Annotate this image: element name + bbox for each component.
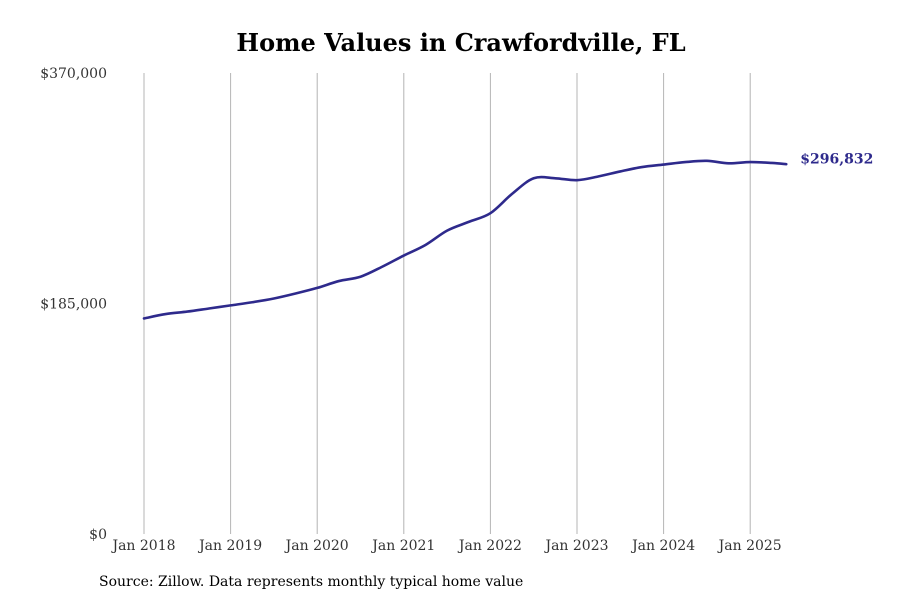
x-tick-label: Jan 2022	[457, 538, 522, 554]
y-axis-ticks: $0 $185,000 $370,000	[40, 66, 107, 543]
x-tick-label: Jan 2023	[543, 538, 608, 554]
y-tick-label: $370,000	[40, 66, 107, 82]
x-tick-label: Jan 2019	[197, 538, 262, 554]
grid-lines	[143, 73, 751, 534]
x-tick-label: Jan 2018	[110, 538, 175, 554]
source-note: Source: Zillow. Data represents monthly …	[99, 574, 524, 590]
series-line	[142, 159, 788, 320]
annotation-layer: $296,832	[800, 152, 873, 168]
x-tick-label: Jan 2021	[370, 538, 435, 554]
x-tick-label: Jan 2024	[630, 538, 695, 554]
x-tick-label: Jan 2025	[717, 538, 782, 554]
series-layer	[142, 159, 788, 320]
y-tick-label: $185,000	[40, 297, 107, 313]
y-tick-label: $0	[89, 527, 107, 543]
end-value-label: $296,832	[800, 152, 873, 168]
chart-title: Home Values in Crawfordville, FL	[236, 28, 686, 57]
x-tick-label: Jan 2020	[284, 538, 349, 554]
x-axis-ticks: Jan 2018 Jan 2019 Jan 2020 Jan 2021 Jan 2022…	[110, 538, 781, 554]
